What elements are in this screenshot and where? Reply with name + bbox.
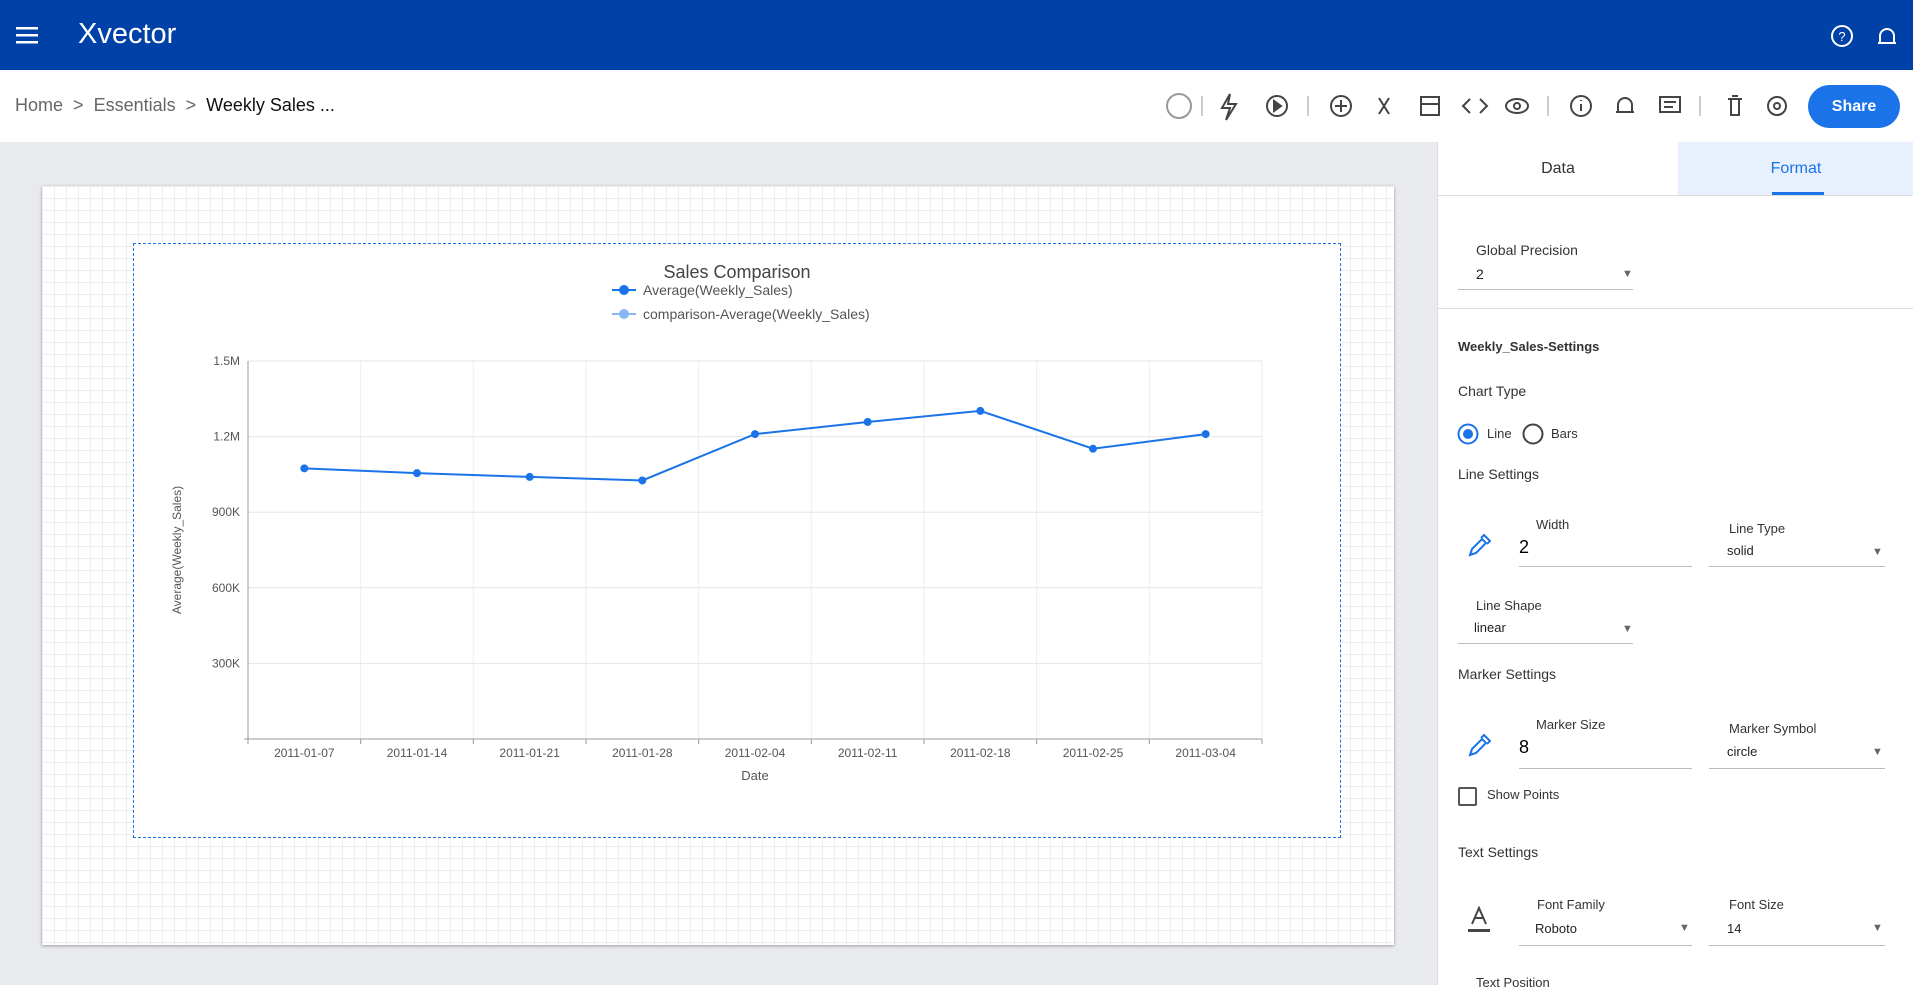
crumb-sep: > [73, 95, 84, 115]
select-value[interactable]: Roboto [1535, 921, 1577, 936]
arrow: ▼ [1872, 546, 1883, 558]
x-tick-label: 2011-01-21 [499, 746, 560, 760]
field-label: Chart Type [1458, 383, 1527, 399]
breadcrumb: Home > Essentials > Weekly Sales ... [15, 95, 335, 116]
format-panel: Data Format Global Precision 2 ▼ Weekly_… [1437, 142, 1913, 990]
y-axis-label: Average(Weekly_Sales) [170, 486, 184, 614]
field-label: Line Type [1729, 521, 1786, 536]
x-tick-label: 2011-02-11 [838, 746, 898, 760]
tab-indicator [1772, 192, 1824, 195]
color-picker[interactable] [1467, 734, 1491, 758]
underline [1709, 566, 1885, 567]
underline [1709, 945, 1885, 946]
select-value[interactable]: 14 [1727, 921, 1742, 936]
svg-text:?: ? [1838, 29, 1845, 44]
underline [1458, 289, 1633, 290]
y-tick-label: 600K [212, 581, 240, 595]
crumb[interactable]: Essentials [93, 95, 176, 115]
crumb[interactable]: Home [15, 95, 64, 115]
point [525, 472, 534, 481]
point [1201, 430, 1210, 439]
checkbox[interactable] [1458, 787, 1477, 806]
arrow: ▼ [1622, 623, 1633, 635]
point [413, 469, 421, 478]
group-label: Line Settings [1458, 466, 1539, 482]
checkbox-label[interactable]: Show Points [1487, 787, 1560, 802]
radios[interactable] [1456, 422, 1596, 446]
legend-label: comparison-Average(Weekly_Sales) [643, 306, 870, 322]
field-label: Marker Size [1536, 717, 1606, 732]
underline [1458, 643, 1633, 644]
x-tick-label: 2011-01-28 [612, 746, 673, 760]
arrow: ▼ [1872, 746, 1883, 758]
input-value[interactable]: 8 [1519, 737, 1530, 757]
group-label: Text Settings [1458, 844, 1539, 860]
point [976, 406, 985, 415]
select-value[interactable]: linear [1474, 620, 1506, 635]
chart: Sales ComparisonAverage(Weekly_Sales)com… [170, 262, 1263, 783]
arrow: ▼ [1679, 922, 1690, 934]
underline [1709, 768, 1885, 769]
x-tick-label: 2011-01-07 [274, 746, 335, 760]
y-tick-label: 1.2M [213, 430, 240, 444]
tab-active[interactable]: Format [1678, 142, 1913, 195]
y-tick-label: 300K [212, 656, 240, 670]
toolbar-icons[interactable] [1160, 90, 1790, 122]
select-value[interactable]: circle [1727, 744, 1758, 759]
section-title: Weekly_Sales-Settings [1458, 339, 1600, 354]
field-label: Text Position [1476, 975, 1550, 990]
point [300, 464, 309, 473]
x-axis-label: Date [741, 768, 768, 783]
header: Xvector ? [0, 0, 1913, 70]
legend-swatch [619, 285, 629, 295]
divider [1438, 308, 1913, 309]
point [638, 476, 647, 485]
select-value[interactable]: solid [1727, 543, 1754, 558]
underline [1519, 768, 1692, 769]
brand[interactable]: Xvector [78, 18, 177, 50]
menu-icon[interactable] [16, 24, 42, 46]
x-tick-label: 2011-02-04 [725, 746, 786, 760]
chart-title: Sales Comparison [663, 262, 810, 282]
field-label: Line Shape [1476, 598, 1542, 613]
point [1089, 444, 1097, 453]
x-tick-label: 2011-03-04 [1175, 746, 1236, 760]
group-label: Marker Settings [1458, 666, 1557, 682]
y-tick-label: 900K [212, 505, 240, 519]
series-line [304, 409, 1206, 482]
field-label: Font Family [1537, 897, 1605, 912]
point [863, 417, 872, 426]
underline [1519, 566, 1692, 567]
toolbar-bar: Home > Essentials > Weekly Sales ... Sha… [0, 70, 1913, 142]
underline [1519, 945, 1692, 946]
point [751, 430, 759, 439]
field-label: Width [1536, 517, 1570, 532]
x-tick-label: 2011-01-14 [387, 746, 448, 760]
y-tick-label: 1.5M [213, 354, 240, 368]
field-label: Global Precision [1476, 242, 1578, 258]
input-value[interactable]: 2 [1519, 537, 1530, 557]
share-button[interactable]: Share [1808, 85, 1900, 128]
arrow: ▼ [1872, 922, 1883, 934]
legend-label: Average(Weekly_Sales) [643, 282, 793, 298]
field-label: Marker Symbol [1729, 721, 1817, 736]
crumb-current: Weekly Sales ... [206, 95, 335, 115]
field-label: Font Size [1729, 897, 1784, 912]
legend-swatch [619, 309, 629, 319]
radio-label[interactable]: Line [1487, 426, 1512, 441]
header-icons[interactable]: ? [1830, 23, 1900, 49]
text-color-icon[interactable] [1467, 906, 1491, 934]
arrow: ▼ [1622, 268, 1633, 280]
radio-label[interactable]: Bars [1551, 426, 1578, 441]
divider [1438, 195, 1913, 196]
x-tick-label: 2011-02-18 [950, 746, 1011, 760]
crumb-sep: > [185, 95, 197, 115]
tab[interactable]: Data [1541, 160, 1575, 177]
select-value[interactable]: 2 [1476, 266, 1484, 282]
x-tick-label: 2011-02-25 [1063, 746, 1124, 760]
color-picker[interactable] [1467, 534, 1491, 558]
